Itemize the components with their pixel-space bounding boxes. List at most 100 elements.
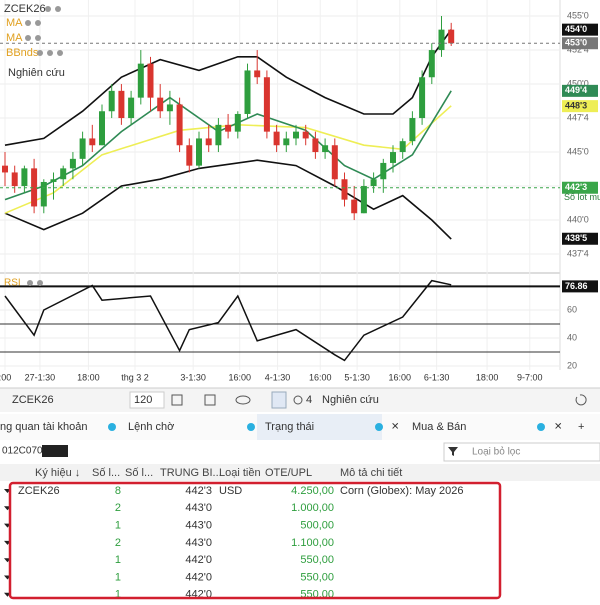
cell-ote: 500,00 bbox=[300, 520, 334, 532]
cell-qty: 1 bbox=[115, 571, 121, 583]
candle-body bbox=[312, 138, 319, 153]
x-tick-label: 16:00 bbox=[228, 372, 251, 382]
y-tick-label: 450'0 bbox=[567, 78, 589, 88]
tab[interactable]: Trạng thái bbox=[265, 421, 314, 433]
y-tick-label: 440'0 bbox=[567, 214, 589, 224]
price-label: 454'0 bbox=[565, 24, 587, 34]
candle-body bbox=[322, 145, 329, 153]
cell-qty: 2 bbox=[115, 537, 121, 549]
tab[interactable]: Mua & Bán bbox=[412, 421, 466, 433]
cell-avg: 442'3 bbox=[185, 485, 212, 497]
interval-select[interactable] bbox=[129, 391, 165, 409]
price-label-bg bbox=[562, 100, 598, 113]
y-tick-label: 445'0 bbox=[567, 146, 589, 156]
candle-body bbox=[21, 168, 28, 187]
cell-avg: 442'0 bbox=[185, 554, 212, 566]
rsi-current-label: 76.86 bbox=[565, 281, 588, 291]
y-tick-label: 455'0 bbox=[567, 10, 589, 20]
cell-qty: 1 bbox=[115, 520, 121, 532]
cell-ote: 1.000,00 bbox=[291, 502, 334, 514]
toolbar: ZCEK26 120 4 Nghiên cứu bbox=[0, 387, 600, 412]
rsi-tick-label: 20 bbox=[567, 360, 577, 370]
candle-body bbox=[234, 113, 241, 132]
x-tick-label: 16:00 bbox=[309, 372, 332, 382]
candle-body bbox=[108, 90, 115, 112]
candle-body bbox=[263, 77, 270, 132]
x-tick-label: 3-1:30 bbox=[180, 372, 206, 382]
candle-body bbox=[331, 145, 338, 180]
legend: ZCEK26 MA MA BBnds Nghiên cứu RSI bbox=[4, 3, 65, 289]
filter-box[interactable] bbox=[443, 442, 600, 462]
cell-qty: 2 bbox=[115, 502, 121, 514]
column-header: OTE/UPL bbox=[265, 467, 312, 479]
add-tab[interactable]: + bbox=[578, 421, 584, 433]
column-header: Ký hiệu ↓ bbox=[35, 467, 80, 479]
candle-body bbox=[399, 141, 406, 153]
x-tick-label: :00 bbox=[0, 372, 11, 382]
rsi-current-bg bbox=[562, 280, 598, 293]
legend-study: Nghiên cứu bbox=[8, 67, 65, 79]
candle-body bbox=[205, 138, 212, 146]
candle-body bbox=[147, 63, 154, 98]
x-tick-label: 18:00 bbox=[77, 372, 100, 382]
settings-icon[interactable] bbox=[293, 395, 303, 405]
clear-filter[interactable]: Loại bỏ lọc bbox=[472, 446, 520, 458]
candle-body bbox=[341, 179, 348, 200]
candle-body bbox=[438, 29, 445, 51]
rsi-line bbox=[4, 279, 452, 362]
candle-body bbox=[428, 50, 435, 78]
x-tick-label: 18:00 bbox=[476, 372, 499, 382]
rsi-tick-label: 40 bbox=[567, 332, 577, 342]
legend-icons bbox=[25, 6, 63, 286]
refresh-icon[interactable] bbox=[575, 394, 587, 406]
cell-currency: USD bbox=[219, 485, 242, 497]
tab-close[interactable]: ✕ bbox=[554, 422, 562, 433]
x-tick-label: 27-1:30 bbox=[25, 372, 56, 382]
candle-body bbox=[186, 145, 193, 166]
candle-body bbox=[273, 131, 280, 146]
legend-ma: MA bbox=[6, 32, 23, 44]
tab[interactable]: ng quan tài khoản bbox=[0, 421, 87, 433]
price-label-bg bbox=[562, 181, 598, 194]
highlight-box bbox=[8, 481, 502, 600]
scale-button[interactable] bbox=[271, 391, 287, 409]
column-header: Số l... bbox=[125, 467, 153, 479]
lot-label: Số lot mu bbox=[564, 192, 600, 202]
view-icon[interactable] bbox=[235, 395, 251, 405]
chart-type-icon[interactable] bbox=[204, 394, 216, 406]
cell-qty: 8 bbox=[115, 485, 121, 497]
toolbar-symbol[interactable]: ZCEK26 bbox=[12, 394, 54, 406]
column-header: Mô tả chi tiết bbox=[340, 467, 402, 479]
candle-body bbox=[118, 90, 125, 119]
candle-body bbox=[60, 168, 67, 180]
price-label: 438'5 bbox=[565, 233, 587, 243]
calendar-icon[interactable] bbox=[171, 394, 183, 406]
candle-body bbox=[137, 63, 144, 98]
x-tick-label: 6-1:30 bbox=[424, 372, 450, 382]
grid bbox=[0, 0, 560, 370]
x-tick-label: thg 3 2 bbox=[121, 372, 149, 382]
candle-body bbox=[302, 131, 309, 139]
candle-body bbox=[351, 199, 358, 214]
chart-frame bbox=[0, 0, 561, 370]
candle-body bbox=[69, 158, 76, 169]
rsi-tick-label: 60 bbox=[567, 304, 577, 314]
price-label-bg bbox=[562, 37, 598, 50]
study-button[interactable]: Nghiên cứu bbox=[322, 394, 379, 406]
tab[interactable]: Lệnh chờ bbox=[128, 421, 174, 433]
cell-desc: Corn (Globex): May 2026 bbox=[340, 485, 464, 497]
candle-body bbox=[11, 172, 18, 187]
legend-symbol: ZCEK26 bbox=[4, 3, 46, 15]
candle-body bbox=[89, 138, 96, 146]
positions-table: Ký hiệu ↓ Số l... Số l... TRUNG BI...Loại t… bbox=[0, 464, 600, 601]
price-label-bg bbox=[562, 84, 598, 97]
price-label: 453'0 bbox=[565, 38, 587, 48]
y-tick-label: 437'4 bbox=[567, 248, 589, 258]
tabs: ng quan tài khoản Lệnh chờ Trạng thái Mu… bbox=[0, 414, 600, 440]
x-tick-label: 9-7:00 bbox=[517, 372, 543, 382]
tab-close[interactable]: ✕ bbox=[391, 422, 399, 433]
settings-count: 4 bbox=[306, 394, 312, 406]
cell-avg: 443'0 bbox=[185, 520, 212, 532]
